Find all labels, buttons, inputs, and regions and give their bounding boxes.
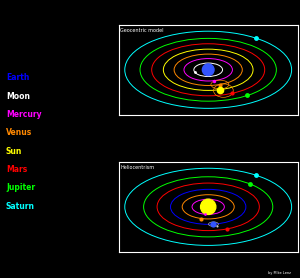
Text: Saturn: Saturn <box>6 202 35 211</box>
Text: Moon: Moon <box>6 92 30 101</box>
Text: Geocentric model: Geocentric model <box>120 28 164 33</box>
Circle shape <box>201 199 216 214</box>
Text: by Mike Lenz: by Mike Lenz <box>268 271 291 275</box>
Text: Mercury: Mercury <box>6 110 42 119</box>
Text: Mars: Mars <box>6 165 27 174</box>
Text: Jupiter: Jupiter <box>6 183 35 192</box>
Circle shape <box>202 64 214 76</box>
Text: Heliocentrism: Heliocentrism <box>120 165 154 170</box>
Text: Earth: Earth <box>6 73 29 82</box>
Text: Venus: Venus <box>6 128 32 137</box>
Text: Sun: Sun <box>6 147 22 156</box>
